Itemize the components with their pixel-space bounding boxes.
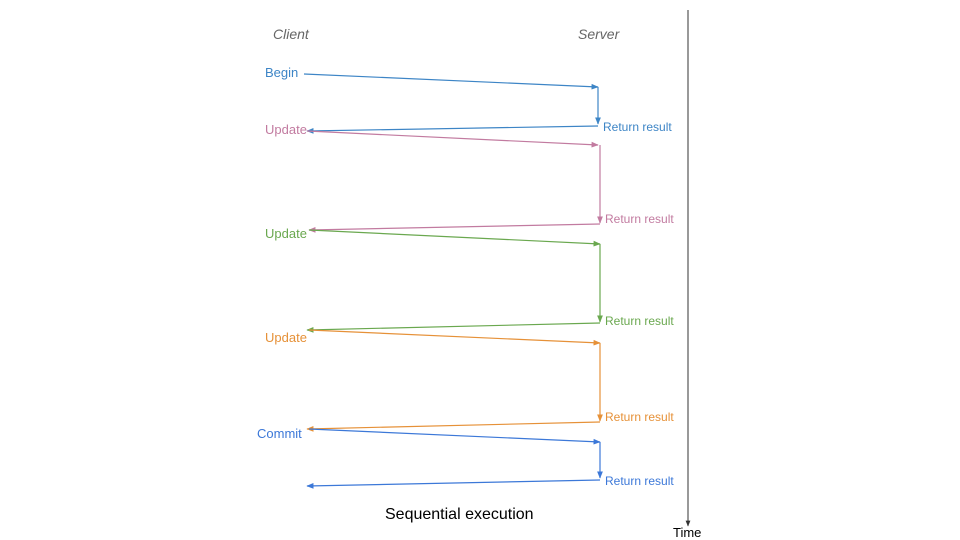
request-arrow-5: [308, 428, 601, 445]
client-label-commit: Commit: [257, 426, 302, 441]
client-label-update-3: Update: [265, 330, 307, 345]
request-arrow-3: [308, 229, 601, 247]
client-label-update-2: Update: [265, 226, 307, 241]
client-header: Client: [273, 26, 309, 42]
server-return-label-1: Return result: [603, 120, 672, 134]
diagram-caption: Sequential execution: [385, 506, 534, 523]
return-arrow-5: [306, 479, 601, 489]
time-axis-label: Time: [673, 525, 702, 540]
request-arrow-2: [306, 130, 599, 148]
server-return-label-4: Return result: [605, 410, 674, 424]
return-arrow-4: [306, 421, 601, 432]
server-header: Server: [578, 26, 620, 42]
return-arrow-1: [306, 125, 599, 134]
client-label-update-1: Update: [265, 122, 307, 137]
return-arrow-3: [306, 322, 601, 333]
server-return-label-3: Return result: [605, 314, 674, 328]
return-arrow-2: [308, 223, 601, 233]
server-return-label-5: Return result: [605, 474, 674, 488]
request-arrow-4: [308, 329, 601, 346]
request-arrow-1: [303, 73, 599, 90]
server-return-label-2: Return result: [605, 212, 674, 226]
client-label-begin: Begin: [265, 65, 299, 80]
